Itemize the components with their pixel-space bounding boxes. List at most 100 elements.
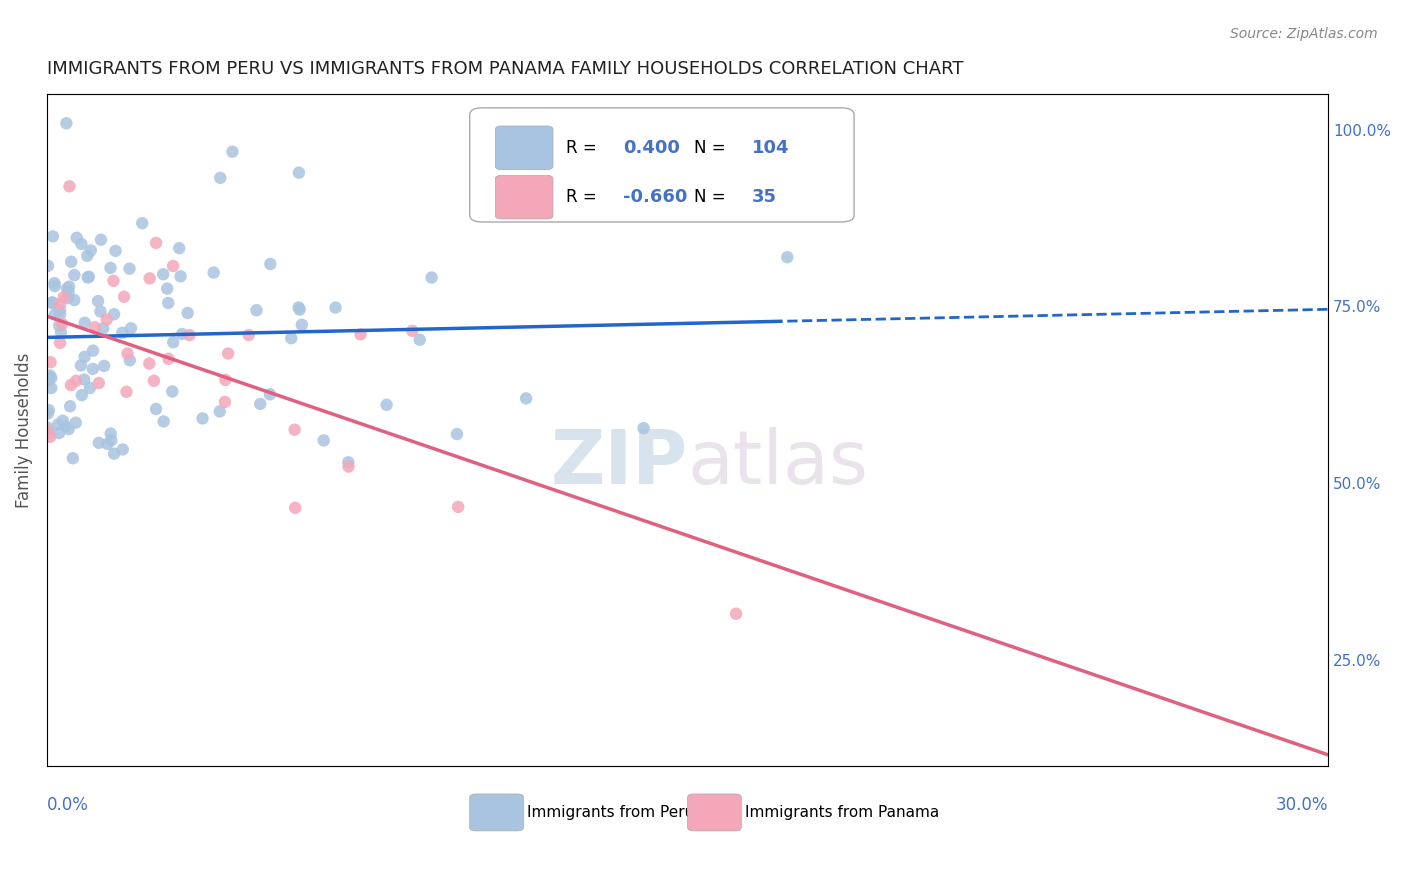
- Point: [51, 317, 73, 331]
- Point: [169, 269, 191, 284]
- Text: Immigrants from Panama: Immigrants from Panama: [745, 805, 939, 821]
- Point: [349, 327, 371, 342]
- Point: [39, 381, 62, 395]
- Point: [157, 296, 180, 310]
- Point: [214, 395, 236, 409]
- Point: [152, 414, 174, 428]
- Point: [77, 269, 100, 284]
- Point: [217, 346, 239, 360]
- Point: [39, 368, 62, 383]
- Point: [145, 235, 167, 250]
- Text: 0.400: 0.400: [623, 139, 681, 157]
- Point: [115, 384, 138, 399]
- Text: -0.660: -0.660: [623, 188, 688, 206]
- Point: [70, 359, 93, 373]
- Point: [87, 376, 110, 390]
- Point: [52, 414, 75, 428]
- FancyBboxPatch shape: [495, 126, 553, 169]
- Point: [49, 307, 72, 321]
- Point: [87, 294, 110, 309]
- Point: [48, 318, 70, 333]
- Point: [100, 434, 122, 448]
- Point: [70, 388, 93, 402]
- Point: [259, 387, 281, 401]
- Point: [337, 459, 360, 474]
- Point: [288, 166, 311, 180]
- Point: [117, 346, 139, 360]
- Point: [284, 423, 307, 437]
- Point: [162, 384, 184, 399]
- Point: [291, 318, 314, 332]
- Point: [49, 335, 72, 350]
- Point: [191, 411, 214, 425]
- Point: [138, 357, 160, 371]
- Point: [42, 229, 65, 244]
- Y-axis label: Family Households: Family Households: [15, 352, 32, 508]
- Point: [76, 270, 98, 285]
- Point: [249, 397, 271, 411]
- Point: [375, 398, 398, 412]
- Point: [48, 426, 70, 441]
- Point: [49, 325, 72, 339]
- Point: [66, 231, 89, 245]
- Point: [62, 451, 84, 466]
- Point: [209, 170, 232, 185]
- Point: [280, 331, 302, 345]
- Point: [55, 419, 77, 434]
- Point: [76, 249, 98, 263]
- Point: [142, 374, 165, 388]
- Point: [73, 316, 96, 330]
- Point: [112, 290, 135, 304]
- Point: [49, 297, 72, 311]
- Point: [284, 500, 307, 515]
- Point: [111, 326, 134, 340]
- Text: 104: 104: [752, 139, 789, 157]
- Point: [725, 607, 748, 621]
- Point: [39, 430, 62, 444]
- Point: [401, 324, 423, 338]
- Text: atlas: atlas: [688, 427, 869, 500]
- Point: [59, 378, 82, 392]
- Point: [287, 301, 309, 315]
- FancyBboxPatch shape: [495, 176, 553, 219]
- Point: [80, 244, 103, 258]
- Point: [38, 425, 60, 440]
- Point: [44, 308, 66, 322]
- Point: [325, 301, 347, 315]
- Point: [288, 302, 311, 317]
- Text: Immigrants from Peru: Immigrants from Peru: [527, 805, 695, 821]
- Point: [238, 328, 260, 343]
- Point: [65, 416, 87, 430]
- Text: N =: N =: [695, 139, 731, 157]
- Point: [312, 434, 335, 448]
- Point: [56, 282, 79, 296]
- Point: [90, 233, 112, 247]
- Point: [39, 371, 62, 385]
- Text: N =: N =: [695, 188, 731, 206]
- Point: [245, 303, 267, 318]
- Text: IMMIGRANTS FROM PERU VS IMMIGRANTS FROM PANAMA FAMILY HOUSEHOLDS CORRELATION CHA: IMMIGRANTS FROM PERU VS IMMIGRANTS FROM …: [46, 60, 963, 78]
- Point: [131, 216, 153, 230]
- Point: [55, 116, 77, 130]
- Point: [176, 306, 198, 320]
- Point: [408, 333, 430, 347]
- Point: [91, 321, 114, 335]
- Point: [60, 254, 83, 268]
- Text: 0.0%: 0.0%: [46, 796, 89, 814]
- FancyBboxPatch shape: [470, 794, 523, 830]
- Point: [96, 437, 118, 451]
- Point: [515, 392, 537, 406]
- Point: [82, 343, 104, 358]
- Point: [446, 427, 468, 442]
- Point: [58, 422, 80, 436]
- Point: [37, 407, 59, 421]
- Point: [157, 351, 180, 366]
- Point: [111, 442, 134, 457]
- Point: [138, 271, 160, 285]
- Point: [420, 270, 443, 285]
- Point: [156, 282, 179, 296]
- Text: 35: 35: [752, 188, 776, 206]
- Point: [73, 350, 96, 364]
- Point: [118, 353, 141, 368]
- Point: [79, 381, 101, 395]
